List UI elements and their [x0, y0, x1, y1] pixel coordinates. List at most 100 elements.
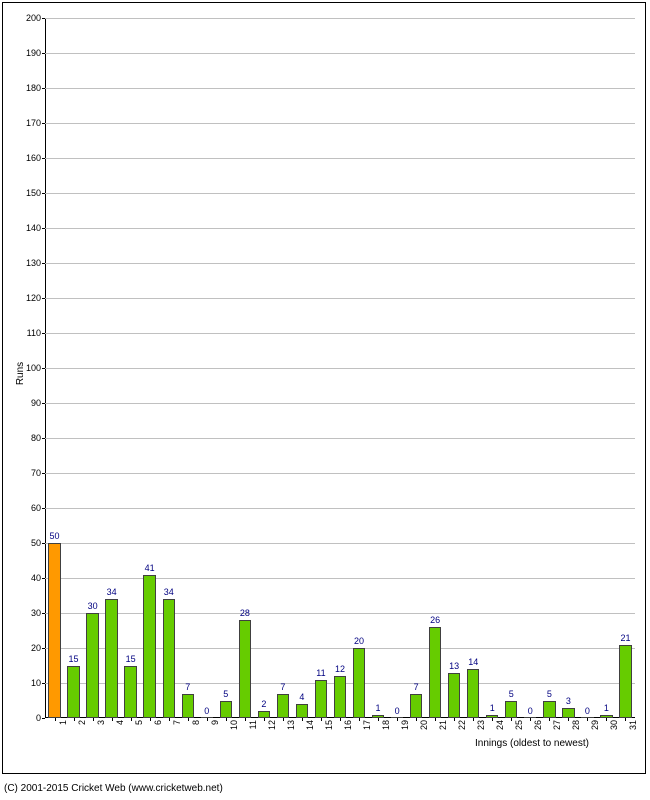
x-tick-label: 10 [229, 720, 239, 730]
plot-area: 0102030405060708090100110120130140150160… [45, 18, 635, 718]
gridline [45, 613, 635, 614]
bar-value-label: 5 [547, 689, 552, 699]
bar-value-label: 50 [50, 531, 60, 541]
x-tick-mark [245, 718, 246, 721]
x-tick-label: 11 [248, 720, 258, 729]
bar-value-label: 41 [145, 563, 155, 573]
bar-value-label: 30 [88, 601, 98, 611]
y-tick-mark [42, 228, 45, 229]
x-tick-mark [264, 718, 265, 721]
x-tick-label: 1 [58, 720, 68, 725]
bar-value-label: 12 [335, 664, 345, 674]
bar-value-label: 11 [316, 668, 325, 678]
gridline [45, 368, 635, 369]
bar-value-label: 5 [223, 689, 228, 699]
y-tick-mark [42, 438, 45, 439]
x-tick-mark [207, 718, 208, 721]
bar [67, 666, 79, 719]
bar-value-label: 13 [449, 661, 459, 671]
x-tick-mark [74, 718, 75, 721]
x-tick-mark [321, 718, 322, 721]
bar [220, 701, 232, 719]
x-tick-label: 4 [115, 720, 125, 725]
x-tick-mark [302, 718, 303, 721]
bar-value-label: 1 [604, 703, 609, 713]
gridline [45, 193, 635, 194]
x-tick-mark [473, 718, 474, 721]
x-tick-label: 31 [628, 720, 638, 730]
y-tick-mark [42, 333, 45, 334]
x-tick-label: 24 [495, 720, 505, 730]
x-tick-label: 19 [400, 720, 410, 730]
y-tick-label: 110 [27, 328, 41, 338]
x-tick-label: 20 [419, 720, 429, 730]
y-tick-mark [42, 298, 45, 299]
y-tick-mark [42, 578, 45, 579]
bar-value-label: 4 [299, 692, 304, 702]
y-tick-label: 80 [31, 433, 41, 443]
x-axis-title: Innings (oldest to newest) [475, 738, 589, 749]
bar [448, 673, 460, 719]
bar-value-label: 7 [414, 682, 419, 692]
x-tick-label: 18 [381, 720, 391, 730]
y-axis-title: Runs [15, 362, 26, 385]
y-tick-mark [42, 263, 45, 264]
bar-value-label: 26 [430, 615, 440, 625]
y-tick-mark [42, 193, 45, 194]
x-tick-mark [568, 718, 569, 721]
x-tick-label: 2 [77, 720, 87, 725]
y-tick-mark [42, 88, 45, 89]
bar [143, 575, 155, 719]
bar [467, 669, 479, 718]
gridline [45, 648, 635, 649]
x-tick-label: 7 [172, 720, 182, 725]
bar-value-label: 28 [240, 608, 250, 618]
bar [562, 708, 574, 719]
x-tick-label: 29 [590, 720, 600, 730]
bar [277, 694, 289, 719]
x-tick-mark [454, 718, 455, 721]
y-tick-label: 190 [26, 48, 41, 58]
x-tick-label: 26 [533, 720, 543, 730]
y-tick-label: 140 [26, 223, 41, 233]
x-tick-label: 27 [552, 720, 562, 730]
x-tick-label: 28 [571, 720, 581, 730]
x-tick-label: 23 [476, 720, 486, 730]
gridline [45, 88, 635, 89]
bar [619, 645, 631, 719]
bar-value-label: 34 [164, 587, 174, 597]
bar-value-label: 15 [126, 654, 136, 664]
bar-value-label: 14 [468, 657, 478, 667]
y-tick-label: 60 [31, 503, 41, 513]
x-tick-label: 3 [96, 720, 106, 725]
y-tick-label: 40 [31, 573, 41, 583]
chart-container: 0102030405060708090100110120130140150160… [0, 0, 650, 800]
y-tick-label: 20 [31, 643, 41, 653]
bar-value-label: 7 [185, 682, 190, 692]
gridline [45, 403, 635, 404]
bar-value-label: 1 [490, 703, 495, 713]
x-tick-label: 8 [191, 720, 201, 725]
x-tick-mark [492, 718, 493, 721]
x-tick-label: 17 [362, 720, 372, 730]
gridline [45, 508, 635, 509]
gridline [45, 53, 635, 54]
x-tick-label: 15 [324, 720, 334, 730]
x-tick-label: 22 [457, 720, 467, 730]
bar-value-label: 34 [107, 587, 117, 597]
bar-value-label: 21 [620, 633, 630, 643]
x-tick-mark [93, 718, 94, 721]
bar [239, 620, 251, 718]
x-tick-label: 5 [134, 720, 144, 725]
x-tick-label: 12 [267, 720, 277, 730]
x-tick-mark [188, 718, 189, 721]
y-tick-mark [42, 543, 45, 544]
x-tick-mark [606, 718, 607, 721]
bar [543, 701, 555, 719]
bar [48, 543, 60, 718]
footer-text: (C) 2001-2015 Cricket Web (www.cricketwe… [4, 783, 223, 794]
y-tick-mark [42, 718, 45, 719]
y-tick-label: 120 [26, 293, 41, 303]
x-tick-mark [131, 718, 132, 721]
bar [315, 680, 327, 719]
